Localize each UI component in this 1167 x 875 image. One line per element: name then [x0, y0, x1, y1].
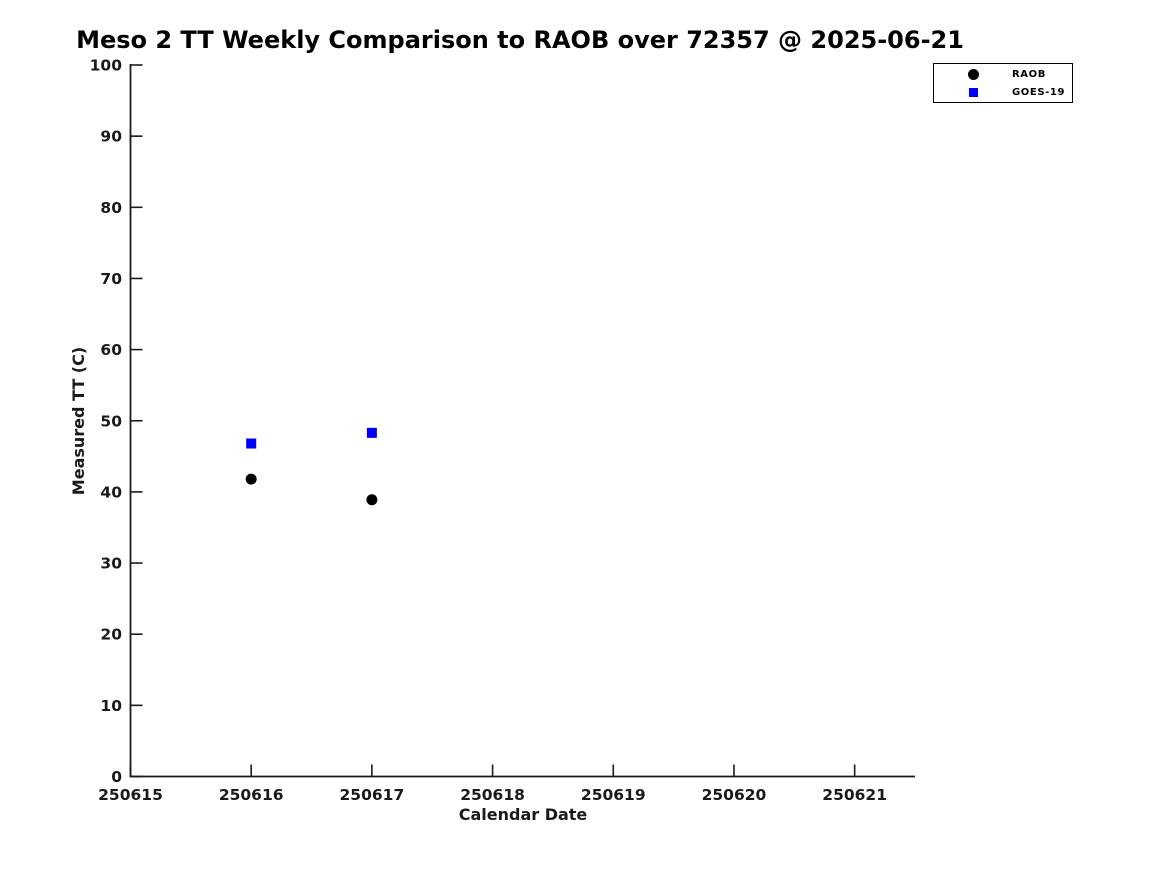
data-point-goes-19: [366, 427, 377, 438]
y-tick-label: 90: [100, 128, 122, 146]
y-tick-label: 80: [100, 199, 122, 217]
axis-spines: [129, 64, 915, 778]
chart-title: Meso 2 TT Weekly Comparison to RAOB over…: [76, 26, 964, 54]
data-point-raob: [366, 494, 378, 506]
raob-circle-marker-icon: [967, 68, 979, 80]
x-tick-label: 250620: [702, 786, 767, 804]
y-tick-label: 40: [100, 483, 122, 501]
x-tick-label: 250617: [340, 786, 405, 804]
y-tick-label: 30: [100, 555, 122, 573]
legend-item-raob: RAOB: [934, 65, 1072, 83]
data-point-raob: [245, 473, 257, 485]
legend-label-raob: RAOB: [1012, 68, 1046, 80]
axes-and-points: 250615 250616 250617 250618 250619 250620 2506…: [90, 57, 915, 804]
y-tick-label: 70: [100, 270, 122, 288]
y-tick-label: 50: [100, 412, 122, 430]
y-tick-label: 100: [90, 57, 123, 75]
x-tick-label: 250616: [219, 786, 284, 804]
y-tick-label: 0: [111, 768, 122, 786]
x-tick-label: 250618: [460, 786, 525, 804]
x-tick-label: 250621: [822, 786, 887, 804]
goes-19-marker-cell: [934, 87, 1012, 97]
y-axis-label: Measured TT (C): [69, 347, 88, 495]
raob-marker-cell: [934, 68, 1012, 80]
x-tick-label: 250619: [581, 786, 646, 804]
y-tick-label: 10: [100, 697, 122, 715]
x-axis-label: Calendar Date: [459, 805, 588, 824]
goes-19-square-marker-icon: [968, 87, 978, 97]
y-tick-label: 60: [100, 341, 122, 359]
data-point-goes-19: [246, 438, 257, 449]
legend-item-goes-19: GOES-19: [934, 83, 1072, 101]
y-tick-label: 20: [100, 626, 122, 644]
legend: RAOB GOES-19: [933, 63, 1073, 103]
x-tick-label: 250615: [98, 786, 163, 804]
legend-label-goes-19: GOES-19: [1012, 86, 1066, 98]
